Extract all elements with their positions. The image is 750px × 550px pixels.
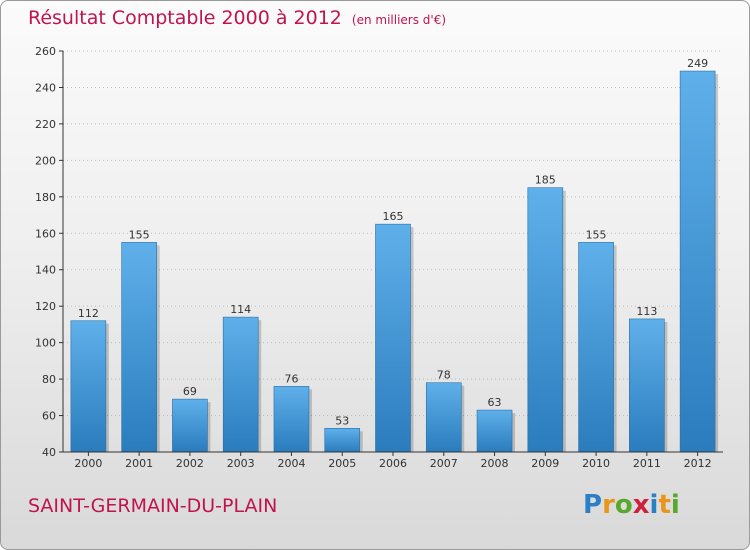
chart-subtitle: (en milliers d'€)	[351, 13, 447, 27]
x-tick-label-2011: 2011	[633, 457, 661, 470]
y-tick-label-120: 120	[35, 300, 56, 313]
bar-2007	[425, 382, 462, 453]
bar-2011	[629, 318, 665, 453]
value-label-2012: 249	[687, 57, 708, 70]
proxiti-logo: Proxiti	[583, 490, 680, 520]
bars	[70, 70, 719, 453]
bar-2001	[121, 242, 157, 453]
value-label-2004: 76	[284, 372, 298, 385]
axes	[59, 50, 723, 456]
value-label-2007: 78	[437, 369, 451, 382]
x-tick-label-2004: 2004	[277, 457, 305, 470]
chart-title-text: Résultat Comptable 2000 à 2012	[28, 7, 342, 29]
y-tick-label-140: 140	[35, 264, 56, 277]
value-label-2009: 185	[535, 174, 556, 187]
x-tick-label-2008: 2008	[481, 457, 509, 470]
x-tick-label-2006: 2006	[379, 457, 407, 470]
x-tick-label-2003: 2003	[227, 457, 255, 470]
logo-letter: r	[602, 490, 615, 520]
logo-letter: t	[658, 490, 671, 520]
y-tick-label-40: 40	[42, 446, 56, 459]
y-tick-label-260: 260	[35, 45, 56, 58]
logo-letter: o	[614, 490, 633, 520]
bar-2008	[476, 409, 513, 453]
logo-letter: i	[649, 490, 659, 520]
y-tick-label-60: 60	[42, 410, 56, 423]
x-tick-label-2009: 2009	[531, 457, 559, 470]
value-label-2000: 112	[78, 307, 99, 320]
value-label-2008: 63	[488, 396, 502, 409]
logo-letter: x	[632, 490, 650, 520]
y-tick-label-100: 100	[35, 337, 56, 350]
bar-2003	[222, 316, 259, 453]
y-tick-label-220: 220	[35, 118, 56, 131]
value-label-2005: 53	[335, 414, 349, 427]
labels: 40 60 80 100 120 140 160 180 200 220 240 260 112 2000…	[35, 45, 712, 470]
value-label-2011: 113	[636, 305, 657, 318]
x-tick-label-2000: 2000	[74, 457, 102, 470]
y-tick-label-200: 200	[35, 154, 56, 167]
bar-2000	[70, 320, 107, 453]
value-label-2003: 114	[230, 303, 251, 316]
bar-2010	[578, 242, 614, 453]
bar-2006	[375, 223, 411, 453]
value-label-2002: 69	[183, 385, 197, 398]
value-label-2006: 165	[383, 210, 404, 223]
bar-2004	[273, 386, 310, 453]
y-tick-label-160: 160	[35, 227, 56, 240]
x-tick-label-2010: 2010	[582, 457, 610, 470]
x-tick-label-2001: 2001	[125, 457, 153, 470]
logo-letter: P	[583, 490, 603, 520]
bar-2005	[324, 428, 361, 453]
logo-letter: i	[670, 490, 680, 520]
x-tick-label-2005: 2005	[328, 457, 356, 470]
commune-name: SAINT-GERMAIN-DU-PLAIN	[28, 495, 278, 517]
value-label-2010: 155	[586, 228, 607, 241]
bar-2012	[679, 70, 716, 453]
bar-2002	[172, 398, 208, 453]
y-tick-label-180: 180	[35, 191, 56, 204]
y-tick-label-80: 80	[42, 373, 56, 386]
x-tick-label-2012: 2012	[684, 457, 712, 470]
bar-2009	[527, 187, 564, 453]
y-tick-label-240: 240	[35, 81, 56, 94]
x-tick-label-2002: 2002	[176, 457, 204, 470]
x-tick-label-2007: 2007	[430, 457, 458, 470]
chart-title: Résultat Comptable 2000 à 2012 (en millie…	[28, 7, 446, 29]
value-label-2001: 155	[129, 228, 150, 241]
